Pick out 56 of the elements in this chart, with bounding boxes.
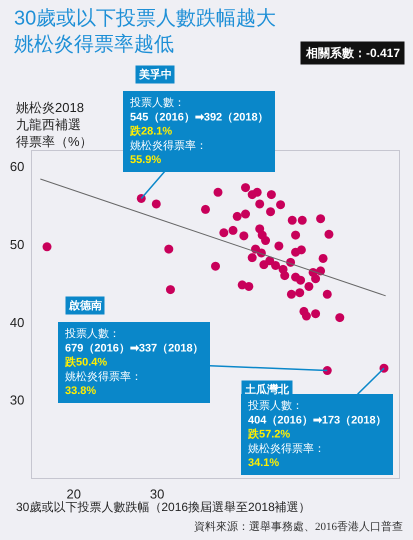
point bbox=[295, 288, 304, 298]
point bbox=[288, 216, 297, 225]
annotation: 投票人數： 545（2016）➡392（2018）跌28.1% 姚松炎得票率： 55.9% bbox=[129, 97, 269, 166]
point bbox=[311, 309, 320, 318]
point bbox=[214, 188, 222, 197]
point bbox=[152, 199, 161, 208]
x-tick-label: 20 bbox=[66, 486, 81, 502]
point bbox=[298, 216, 307, 225]
point bbox=[286, 290, 296, 299]
point bbox=[302, 312, 311, 321]
y-tick-label: 60 bbox=[10, 159, 24, 174]
text: 美孚中 bbox=[138, 68, 172, 81]
point bbox=[304, 282, 314, 291]
point bbox=[228, 226, 238, 235]
point bbox=[244, 282, 254, 291]
source-note: 資料來源：選舉事務處、2016香港人口普查 bbox=[194, 520, 403, 533]
point bbox=[311, 274, 320, 284]
y-axis-title: 姚松炎2018九龍西補選得票率（%） bbox=[16, 100, 93, 149]
point bbox=[291, 230, 300, 240]
point bbox=[166, 285, 175, 294]
point bbox=[255, 199, 264, 208]
point bbox=[241, 183, 250, 192]
point bbox=[322, 290, 332, 299]
point bbox=[241, 210, 250, 219]
point bbox=[271, 260, 280, 270]
annotation: 投票人數： 404（2016）➡173（2018）跌57.2% 姚松炎得票率： 34.1% bbox=[247, 400, 387, 470]
point bbox=[266, 190, 276, 200]
point bbox=[280, 271, 290, 280]
point bbox=[200, 204, 210, 214]
point bbox=[239, 231, 248, 240]
y-tick-label: 50 bbox=[10, 236, 24, 252]
point bbox=[335, 313, 344, 322]
text: 相關系數：-0.417 bbox=[305, 46, 400, 60]
point bbox=[211, 262, 220, 271]
point bbox=[248, 253, 257, 262]
point bbox=[316, 214, 326, 224]
point bbox=[324, 230, 334, 239]
annotation: 啟德南 bbox=[68, 299, 102, 312]
point bbox=[164, 244, 174, 254]
point bbox=[274, 241, 284, 250]
point bbox=[42, 242, 52, 252]
point bbox=[296, 245, 306, 254]
point bbox=[219, 228, 228, 238]
annotation: 投票人數： 679（2016）➡337（2018）跌50.4% 姚松炎得票率： 33.8% bbox=[64, 328, 204, 398]
point bbox=[252, 188, 262, 197]
chart-title: 30歲或以下投票人數跌幅越大姚松炎得票率越低 bbox=[14, 7, 276, 56]
point bbox=[261, 236, 270, 246]
x-axis-title: 30歲或以下投票人數跌幅（2016換屆選舉至2018補選） bbox=[16, 500, 311, 514]
point bbox=[318, 254, 328, 263]
y-tick-label: 40 bbox=[10, 314, 24, 330]
point bbox=[232, 212, 242, 221]
point bbox=[296, 276, 306, 285]
point bbox=[266, 207, 276, 216]
annotation: 土瓜灣北 bbox=[244, 383, 290, 396]
y-tick-label: 30 bbox=[10, 392, 24, 408]
point bbox=[276, 200, 286, 210]
